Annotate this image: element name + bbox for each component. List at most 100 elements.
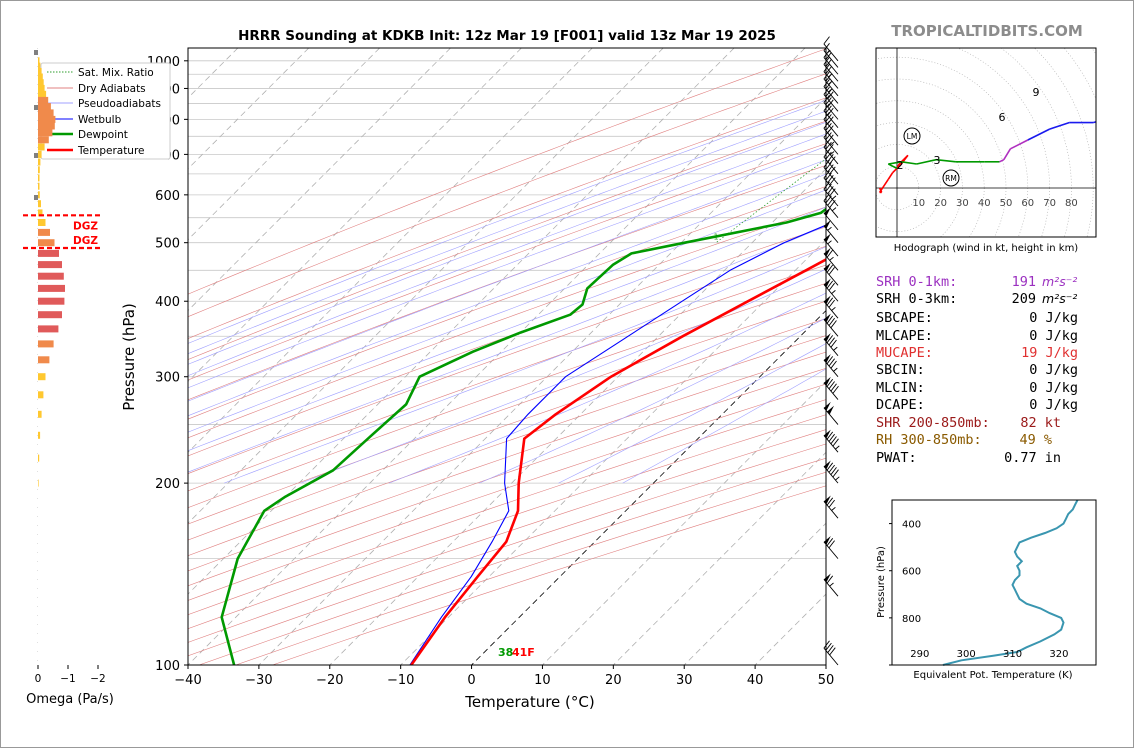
barb-staff [823,128,839,146]
isotherm [188,48,735,595]
hodograph-segment [1003,148,1012,161]
barb-full [823,640,830,649]
omega-bar [38,479,39,487]
x-tick-label: −20 [316,673,343,688]
barb-full [825,114,832,122]
barb-staff [823,64,839,82]
barb-flag [823,233,831,243]
omega-bar [38,373,46,381]
mlcin-value: 0 J/kg [1029,380,1078,396]
barb-half [833,346,838,351]
barb-full [826,538,834,546]
barb-half [830,141,835,146]
pseudoadiabat [188,99,826,344]
dry-adiabat [188,73,826,318]
omega-bar [38,410,42,418]
barb-staff [823,78,839,97]
omega-marker [34,195,38,200]
barb-full [826,462,834,471]
hodograph-ring-label: 60 [1021,198,1034,209]
hodograph-segment [878,178,889,193]
barb-full [827,134,834,143]
omega-bar [38,62,41,70]
omega-x-tick-label: −1 [60,673,75,685]
hodograph-trace: 2 3 6 9 LM RM [878,86,1096,194]
barb-full [823,159,830,168]
theta-e-y-tick-label: 800 [902,614,921,625]
barb-half [827,240,832,245]
hodograph-segment [1027,128,1050,141]
omega-bar [38,297,65,305]
omega-bar [38,103,51,111]
skewt-profiles [220,207,826,665]
indices-panel: SRH 0-1km: 191 m²s⁻² SRH 0-3km: 209 m²s⁻… [876,274,1078,466]
barb-full [828,337,835,346]
theta-e-xlabel: Equivalent Pot. Temperature (K) [913,670,1072,681]
brand-watermark: TROPICALTIDBITS.COM [891,22,1083,40]
omega-x-tick-label: 0 [35,673,42,685]
legend-dewpoint: Dewpoint [78,129,128,141]
barb-staff [823,146,839,165]
dry-adiabat [188,335,826,556]
pwat-label: PWAT: [876,450,917,466]
surface-dewpoint-label: 38 [498,646,513,659]
pseudoadiabat [188,110,826,354]
isotherm [258,97,826,665]
barb-full [828,299,835,308]
theta-e-x-tick-label: 290 [910,649,929,660]
dry-adiabat [188,48,826,295]
hodograph-height-label: 6 [999,111,1006,124]
omega-x-tick-label: −2 [90,673,105,685]
barb-staff [823,86,839,104]
mucape-label: MUCAPE: [876,345,933,361]
barb-full [826,315,834,324]
isotherm [188,48,593,453]
hodograph-caption: Hodograph (wind in kt, height in km) [894,243,1079,254]
barb-full [828,267,835,275]
barb-full [830,320,837,329]
skewt-background: 146810131620243036 [188,48,826,665]
barb-half [829,256,834,261]
theta-e-x-tick-label: 310 [1003,649,1022,660]
barb-half [829,582,834,587]
pseudoadiabat [479,317,826,484]
barb-full [823,103,830,112]
barb-half [831,506,836,511]
theta-e-y-tick-label: 600 [902,567,921,578]
sbcape-value: 0 J/kg [1029,310,1078,326]
barb-flag [823,278,831,288]
barb-flag [823,376,831,386]
barb-full [825,172,832,181]
barb-staff [823,177,839,196]
x-tick-label: 10 [534,673,551,688]
barb-staff [823,110,839,128]
barb-full [826,280,834,289]
x-tick-label: −10 [387,673,414,688]
barb-half [827,226,832,231]
sbcape-label: SBCAPE: [876,310,933,326]
isotherm [188,48,310,170]
barb-full [828,317,835,326]
barb-flag [823,429,831,439]
omega-bar [38,90,47,98]
dry-adiabat [188,383,826,601]
barb-full [823,36,830,45]
barb-staff [823,119,839,137]
barb-flag [823,354,831,363]
barb-full [825,97,832,106]
barb-staff [823,57,839,75]
barb-staff [823,200,839,218]
barb-staff [823,167,839,185]
barb-full [829,177,836,186]
sbcin-value: 0 J/kg [1029,362,1078,378]
barb-flag [823,333,831,342]
barb-half [828,80,833,85]
hodograph-ring-label: 30 [956,198,969,209]
barb-staff [823,156,839,175]
dry-adiabat [188,351,826,572]
skewt-xlabel: Temperature (°C) [464,693,594,711]
wetbulb-trace [409,224,826,665]
dgz-label-top: DGZ [73,235,98,247]
barb-full [826,378,834,387]
